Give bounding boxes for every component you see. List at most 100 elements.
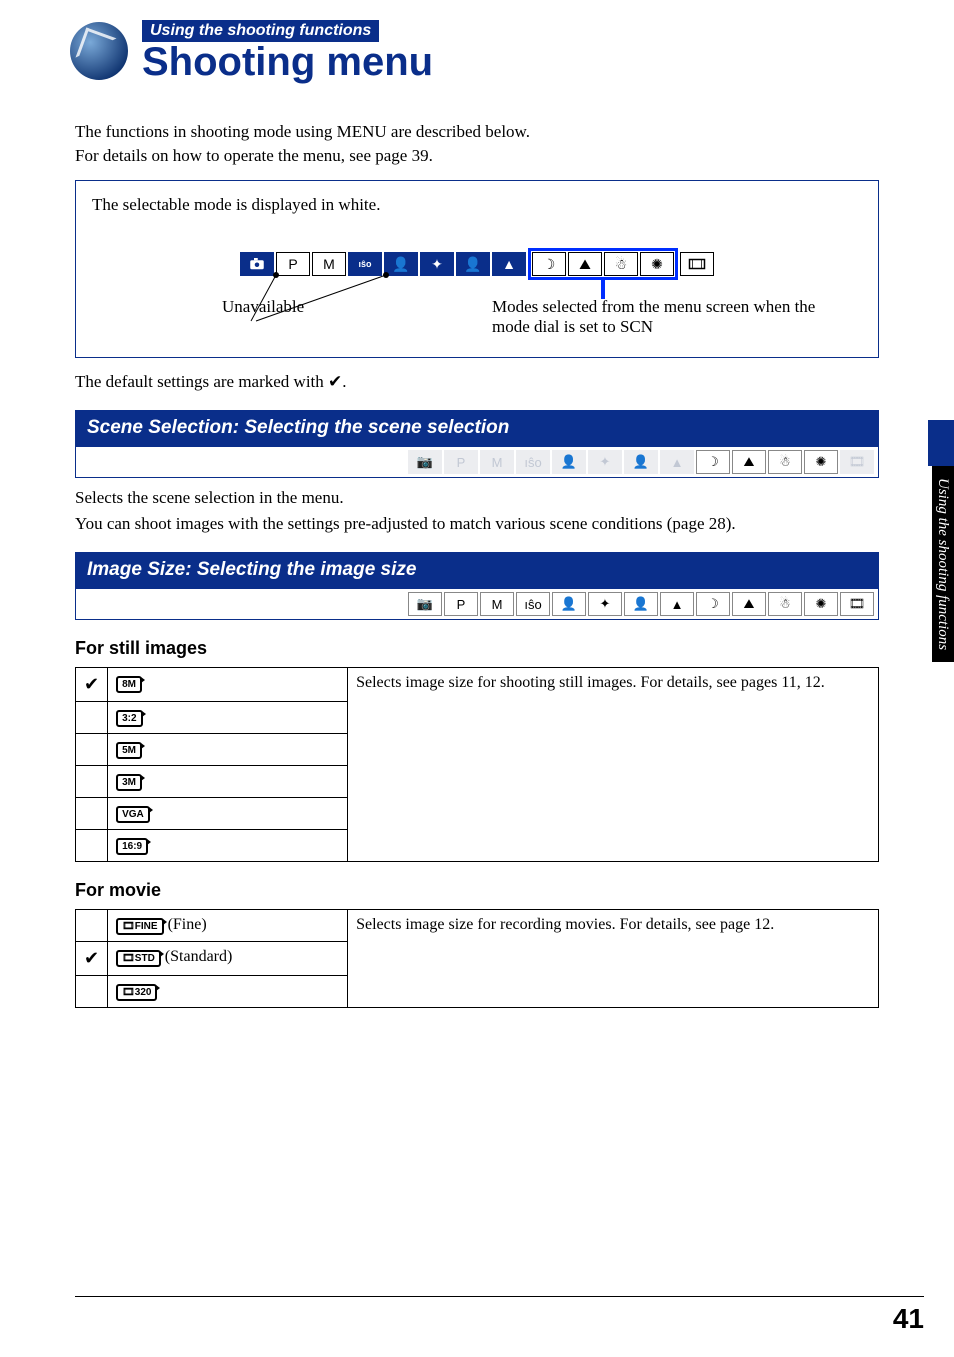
mode-cell: ☽ xyxy=(696,592,730,616)
size-icon: 3:2 xyxy=(116,710,142,727)
check-icon: ✔ xyxy=(328,372,342,391)
movie-size-option: 🎞320 xyxy=(108,976,348,1008)
table-row: 🎞FINE (Fine)Selects image size for recor… xyxy=(76,910,879,942)
mode-cell: 📷 xyxy=(408,450,442,474)
mode-cell: ✺ xyxy=(804,592,838,616)
side-tab-label: Using the shooting functions xyxy=(932,466,954,662)
size-suffix: (Standard) xyxy=(165,948,233,965)
mode-cell: ☃ xyxy=(768,592,802,616)
still-description: Selects image size for shooting still im… xyxy=(348,668,879,862)
side-tab-blue xyxy=(928,420,954,466)
unavailable-label: Unavailable xyxy=(222,297,304,337)
mode-strip: P M ıŝo 👤 ✦ 👤 ▲ ☽ ⛰ ☃ ✺ xyxy=(240,251,714,277)
check-icon: ✔ xyxy=(84,674,99,694)
intro-line2: For details on how to operate the menu, … xyxy=(75,146,879,166)
side-tab-stack: Using the shooting functions xyxy=(928,420,954,662)
mode-cell: ✦ xyxy=(588,450,622,474)
movie-subhead: For movie xyxy=(75,880,879,901)
scene-selection-mode-strip: 📷PMıŝo👤✦👤▲☽⛰☃✺🎞 xyxy=(75,446,879,478)
legend-caption: The selectable mode is displayed in whit… xyxy=(92,195,862,215)
size-option: 8M xyxy=(108,668,348,702)
mode-cell: ıŝo xyxy=(516,450,550,474)
mode-cell: ▲ xyxy=(660,592,694,616)
mode-cell: 🎞 xyxy=(840,592,874,616)
mode-cell: ıŝo xyxy=(516,592,550,616)
mode-cell: ☃ xyxy=(768,450,802,474)
check-cell xyxy=(76,976,108,1008)
size-option: VGA xyxy=(108,798,348,830)
mode-snow-icon: ☃ xyxy=(604,252,638,276)
image-size-header: Image Size: Selecting the image size xyxy=(75,552,879,588)
size-suffix: (Fine) xyxy=(168,916,207,933)
check-cell xyxy=(76,798,108,830)
mode-landscape-icon: ▲ xyxy=(492,252,526,276)
mode-cell: ⛰ xyxy=(732,450,766,474)
size-icon: 5M xyxy=(116,742,142,759)
still-image-size-table: ✔ 8M Selects image size for shooting still… xyxy=(75,667,879,862)
check-icon: ✔ xyxy=(84,948,99,968)
size-option: 3:2 xyxy=(108,702,348,734)
size-icon: 8M xyxy=(116,676,142,693)
default-note: The default settings are marked with ✔. xyxy=(75,372,879,392)
default-note-text: The default settings are marked with xyxy=(75,372,328,391)
size-option: 5M xyxy=(108,734,348,766)
mode-iso-icon: ıŝo xyxy=(348,252,382,276)
legend-labels-row: Unavailable Modes selected from the menu… xyxy=(92,297,862,337)
scn-mode-group: ☽ ⛰ ☃ ✺ xyxy=(528,248,678,280)
size-icon: 🎞STD xyxy=(116,950,161,967)
movie-description: Selects image size for recording movies.… xyxy=(348,910,879,1008)
size-icon: 3M xyxy=(116,774,142,791)
table-row: ✔8MSelects image size for shooting still… xyxy=(76,668,879,702)
mode-fireworks-icon: ✺ xyxy=(640,252,674,276)
page-title: Shooting menu xyxy=(142,42,433,82)
mode-twilight-icon: ☽ xyxy=(532,252,566,276)
check-cell xyxy=(76,702,108,734)
size-icon: VGA xyxy=(116,806,150,823)
mode-cell: ⛰ xyxy=(732,592,766,616)
mode-strip-row: P M ıŝo 👤 ✦ 👤 ▲ ☽ ⛰ ☃ ✺ xyxy=(92,251,862,277)
still-subhead: For still images xyxy=(75,638,879,659)
check-cell xyxy=(76,830,108,862)
image-size-mode-strip: 📷PMıŝo👤✦👤▲☽⛰☃✺🎞 xyxy=(75,588,879,620)
movie-size-option: 🎞STD (Standard) xyxy=(108,942,348,976)
mode-cell: ✺ xyxy=(804,450,838,474)
mode-cell: 👤 xyxy=(624,450,658,474)
mode-cell: P xyxy=(444,450,478,474)
movie-size-option: 🎞FINE (Fine) xyxy=(108,910,348,942)
mode-auto-icon xyxy=(240,252,274,276)
mode-cell: M xyxy=(480,592,514,616)
mode-m: M xyxy=(312,252,346,276)
scene-desc2: You can shoot images with the settings p… xyxy=(75,514,879,534)
header-text-block: Using the shooting functions Shooting me… xyxy=(142,20,433,82)
mode-cell: 👤 xyxy=(552,592,586,616)
mode-cell: P xyxy=(444,592,478,616)
mode-cell: ☽ xyxy=(696,450,730,474)
check-cell: ✔ xyxy=(76,942,108,976)
page-number: 41 xyxy=(893,1303,924,1335)
check-cell xyxy=(76,766,108,798)
size-option: 3M xyxy=(108,766,348,798)
page-content: The functions in shooting mode using MEN… xyxy=(0,82,954,1008)
mode-cell: M xyxy=(480,450,514,474)
mode-legend-box: The selectable mode is displayed in whit… xyxy=(75,180,879,358)
mode-cell: 👤 xyxy=(552,450,586,474)
size-icon: 🎞320 xyxy=(116,984,157,1001)
mode-cell: ✦ xyxy=(588,592,622,616)
mode-soft-icon: ✦ xyxy=(420,252,454,276)
mode-cell: ▲ xyxy=(660,450,694,474)
mode-hisens-icon: 👤 xyxy=(384,252,418,276)
scene-desc1: Selects the scene selection in the menu. xyxy=(75,488,879,508)
footer-rule xyxy=(75,1296,924,1297)
mode-cell: 📷 xyxy=(408,592,442,616)
movie-size-table: 🎞FINE (Fine)Selects image size for recor… xyxy=(75,909,879,1008)
breadcrumb: Using the shooting functions xyxy=(142,20,379,42)
mode-portrait-icon: 👤 xyxy=(456,252,490,276)
check-cell: ✔ xyxy=(76,668,108,702)
scene-selection-header: Scene Selection: Selecting the scene sel… xyxy=(75,410,879,446)
mode-movie-icon xyxy=(680,252,714,276)
check-cell xyxy=(76,910,108,942)
size-icon: 🎞FINE xyxy=(116,918,163,935)
intro-line1: The functions in shooting mode using MEN… xyxy=(75,122,879,142)
page-header: Using the shooting functions Shooting me… xyxy=(0,0,954,82)
scn-note: Modes selected from the menu screen when… xyxy=(492,297,852,337)
